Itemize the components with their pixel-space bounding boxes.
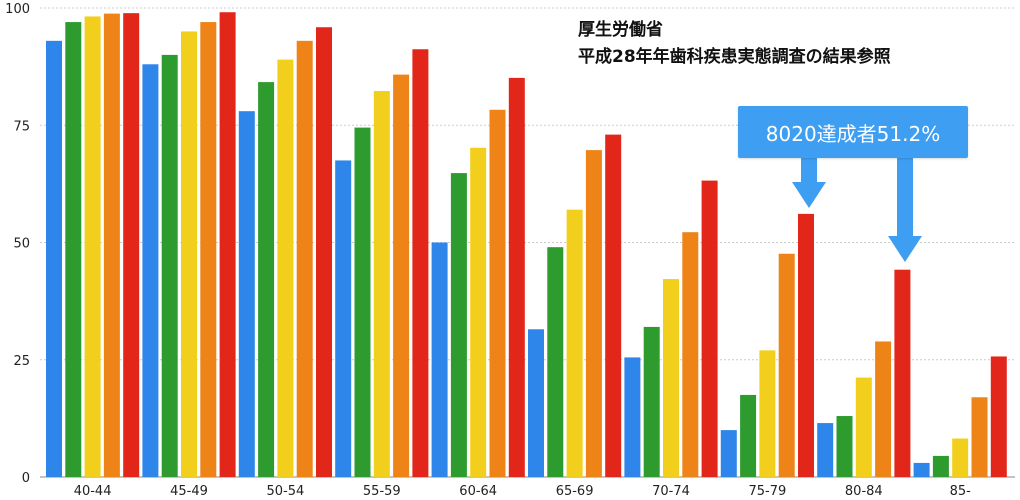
y-axis-tick-labels: 0 25 50 75 100 <box>5 2 30 486</box>
bar-70-74-series-5 <box>701 180 718 478</box>
bar-70-74-series-4 <box>682 232 699 477</box>
bar-45-49-series-1 <box>142 64 159 477</box>
bar-50-54-series-1 <box>238 111 255 478</box>
bars <box>46 12 1007 478</box>
x-tick-label-70-74: 70-74 <box>652 484 690 499</box>
bar-75-79-series-1 <box>720 430 737 477</box>
x-tick-label-65-69: 65-69 <box>556 484 594 499</box>
bar-85--series-3 <box>952 438 969 477</box>
bar-60-64-series-4 <box>489 109 506 477</box>
bar-85--series-5 <box>990 356 1007 477</box>
x-tick-label-60-64: 60-64 <box>459 484 497 499</box>
bar-65-69-series-1 <box>528 329 544 477</box>
x-tick-label-55-59: 55-59 <box>363 484 401 499</box>
bar-40-44-series-2 <box>65 22 82 477</box>
bar-60-64-series-1 <box>431 242 448 477</box>
bar-80-84-series-1 <box>817 423 834 477</box>
bar-70-74-series-2 <box>643 326 660 477</box>
y-tick-label-75: 75 <box>13 119 30 134</box>
bar-85--series-1 <box>913 462 930 477</box>
y-tick-label-0: 0 <box>22 471 30 486</box>
y-tick-label-25: 25 <box>13 354 30 369</box>
bar-40-44-series-1 <box>46 40 62 478</box>
x-axis-tick-labels: 40-44 45-49 50-54 55-59 60-64 65-69 70-74 75-79… <box>74 484 971 499</box>
bar-85--series-2 <box>932 455 949 477</box>
callout-box: 8020達成者51.2% <box>738 106 968 158</box>
bar-40-44-series-3 <box>84 16 101 478</box>
bar-55-59-series-1 <box>335 160 352 478</box>
bar-65-69-series-4 <box>585 150 602 477</box>
bar-45-49-series-5 <box>219 12 236 477</box>
bar-75-79-series-5 <box>798 213 814 478</box>
bar-65-69-series-5 <box>605 134 622 477</box>
source-line-2: 平成28年年歯科疾患実態調査の結果参照 <box>578 47 891 67</box>
x-tick-label-80-84: 80-84 <box>845 484 883 499</box>
source-line-1: 厚生労働省 <box>578 20 663 40</box>
bar-60-64-series-2 <box>450 173 467 477</box>
bar-75-79-series-4 <box>778 253 795 477</box>
bar-65-69-series-3 <box>566 209 583 478</box>
callout-arrow-75-79 <box>792 158 826 208</box>
callout-arrow-80-84 <box>888 158 922 262</box>
bar-70-74-series-3 <box>663 279 679 477</box>
bar-80-84-series-4 <box>875 341 892 477</box>
x-tick-label-75-79: 75-79 <box>749 484 787 499</box>
x-tick-label-85-: 85- <box>950 484 972 499</box>
y-tick-label-100: 100 <box>5 2 30 17</box>
bar-45-49-series-3 <box>181 31 197 477</box>
bar-65-69-series-2 <box>547 247 564 477</box>
bar-40-44-series-5 <box>123 13 140 478</box>
bar-55-59-series-4 <box>393 74 410 478</box>
bar-45-49-series-4 <box>200 22 217 477</box>
bar-60-64-series-5 <box>508 77 525 478</box>
callout-arrows <box>792 158 922 262</box>
bar-55-59-series-5 <box>412 49 429 477</box>
bar-80-84-series-5 <box>894 269 911 477</box>
bar-80-84-series-3 <box>855 377 872 477</box>
bar-45-49-series-2 <box>161 54 178 478</box>
bar-70-74-series-1 <box>624 357 641 477</box>
x-tick-label-50-54: 50-54 <box>267 484 305 499</box>
bar-40-44-series-4 <box>103 13 120 478</box>
bar-55-59-series-3 <box>373 91 390 477</box>
bar-80-84-series-2 <box>836 416 853 477</box>
bar-75-79-series-2 <box>740 394 757 477</box>
bar-50-54-series-3 <box>277 59 294 478</box>
bar-50-54-series-4 <box>296 40 313 478</box>
bar-50-54-series-5 <box>316 27 332 477</box>
x-tick-label-40-44: 40-44 <box>74 484 112 499</box>
bar-55-59-series-2 <box>354 127 371 477</box>
bar-85--series-4 <box>971 397 988 477</box>
y-tick-label-50: 50 <box>13 237 30 252</box>
bar-75-79-series-3 <box>759 350 776 477</box>
bar-60-64-series-3 <box>470 147 487 477</box>
bar-50-54-series-2 <box>258 82 275 478</box>
x-tick-label-45-49: 45-49 <box>170 484 208 499</box>
